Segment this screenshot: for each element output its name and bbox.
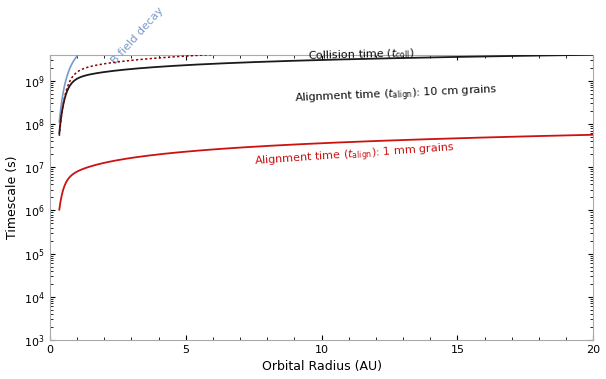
X-axis label: Orbital Radius (AU): Orbital Radius (AU)	[262, 360, 382, 373]
Text: Collision time ($t_{\mathrm{coll}}$): Collision time ($t_{\mathrm{coll}}$)	[308, 47, 415, 63]
Text: Alignment time ($t_{\mathrm{align}}$): 1 mm grains: Alignment time ($t_{\mathrm{align}}$): 1…	[254, 141, 454, 171]
Y-axis label: Timescale (s): Timescale (s)	[5, 156, 19, 239]
Text: B field decay: B field decay	[110, 5, 165, 66]
Text: Alignment time ($t_{\mathrm{align}}$): 10 cm grains: Alignment time ($t_{\mathrm{align}}$): 1…	[295, 83, 498, 108]
